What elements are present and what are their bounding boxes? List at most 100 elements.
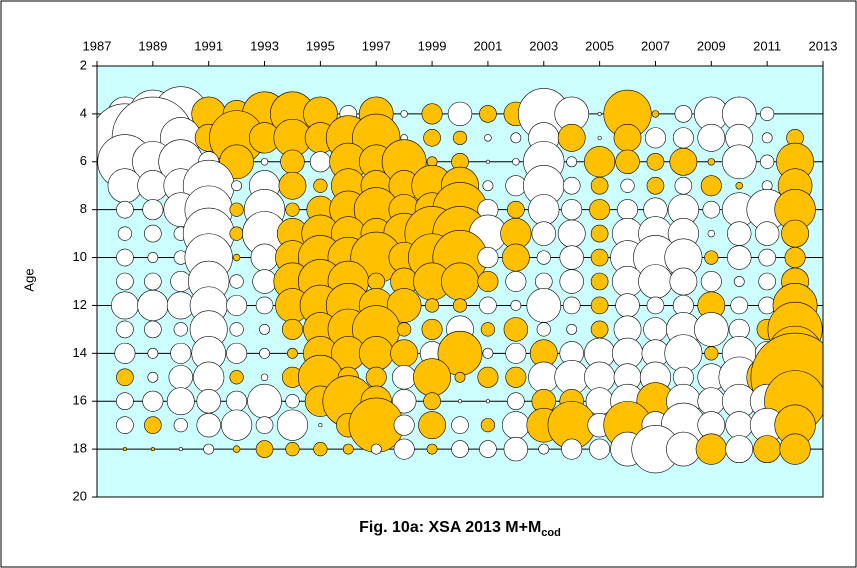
bubble	[147, 252, 159, 263]
bubble	[503, 317, 529, 342]
y-tick-label: 8	[80, 201, 87, 216]
bubble	[735, 182, 743, 190]
y-tick-label: 4	[80, 105, 87, 120]
bubble	[365, 366, 387, 388]
bubble	[666, 431, 701, 467]
bubble	[727, 221, 752, 246]
bubble	[367, 272, 386, 291]
bubble	[485, 399, 490, 404]
y-tick-label: 14	[73, 345, 87, 360]
bubble	[193, 361, 225, 393]
bubble	[397, 322, 412, 337]
x-tick-label: 2007	[641, 38, 670, 53]
bubble	[566, 156, 578, 168]
bubble	[733, 276, 745, 287]
bubble	[589, 438, 611, 460]
bubble	[590, 176, 609, 195]
bubble	[559, 245, 584, 270]
bubble	[391, 365, 417, 390]
bubble	[597, 111, 602, 116]
bubble	[231, 180, 243, 192]
bubble	[557, 219, 586, 248]
bubble	[707, 229, 716, 238]
bubble	[730, 296, 749, 315]
bubble	[150, 447, 155, 452]
bubble	[482, 347, 494, 359]
bubble	[116, 272, 134, 291]
bubble	[669, 147, 698, 176]
bubble	[426, 443, 438, 455]
bubble	[221, 409, 253, 441]
x-tick-label: 1989	[138, 38, 167, 53]
bubble	[144, 416, 162, 434]
bubble	[651, 110, 660, 118]
bubble	[505, 342, 527, 364]
plot-frame	[96, 65, 824, 498]
bubble	[452, 130, 468, 145]
bubble	[536, 322, 551, 337]
bubble	[695, 433, 727, 465]
bubble	[590, 296, 609, 315]
bubble	[278, 171, 307, 200]
bubble	[707, 158, 716, 166]
bubble	[247, 383, 282, 419]
bubble	[232, 253, 241, 262]
bubble	[418, 411, 446, 440]
bubble	[226, 294, 248, 316]
bubble	[646, 176, 665, 195]
bubble	[753, 435, 782, 464]
bubble	[370, 443, 382, 455]
bubble	[111, 291, 139, 320]
bubble	[342, 443, 354, 455]
bubble	[664, 334, 703, 373]
bubble	[557, 123, 586, 152]
bubble	[393, 414, 415, 436]
bubble	[358, 336, 394, 371]
bubble	[421, 318, 443, 340]
bubble	[400, 110, 408, 118]
bubble	[285, 442, 300, 457]
x-tick-label: 2001	[473, 38, 502, 53]
x-tick-label: 2013	[809, 38, 838, 53]
bubble	[229, 322, 244, 337]
bubble	[562, 176, 581, 195]
bubble	[252, 269, 277, 294]
bubble	[697, 387, 726, 416]
bubble	[760, 154, 775, 169]
bubble	[505, 175, 527, 197]
bubble	[702, 200, 721, 219]
bubble	[674, 176, 693, 195]
bubble	[196, 389, 221, 414]
bubble	[561, 199, 583, 221]
y-tick-label: 2	[80, 57, 87, 72]
bubble	[421, 103, 443, 125]
bubble	[413, 358, 452, 397]
bubble	[142, 199, 164, 221]
bubble	[226, 390, 248, 412]
bubble	[173, 418, 188, 433]
bubble	[761, 132, 773, 144]
bubble	[390, 339, 419, 368]
bubble	[114, 342, 136, 364]
bubble	[590, 224, 609, 243]
bubble	[725, 411, 754, 440]
bubble	[501, 411, 530, 440]
bubble	[559, 269, 584, 294]
x-tick-label: 1997	[362, 38, 391, 53]
bubble	[721, 144, 757, 180]
bubble	[196, 412, 221, 438]
bubble	[485, 159, 490, 164]
bubble	[116, 248, 134, 267]
bubble	[534, 272, 553, 291]
bubble	[117, 226, 133, 241]
bubble	[313, 442, 328, 457]
bubble	[178, 447, 183, 452]
bubble	[313, 178, 328, 193]
bubble	[454, 371, 466, 383]
bubble	[643, 317, 668, 342]
bubble	[116, 416, 134, 434]
bubble	[482, 180, 494, 192]
bubble	[694, 312, 729, 347]
bubble	[727, 245, 752, 270]
bubble	[674, 105, 693, 123]
